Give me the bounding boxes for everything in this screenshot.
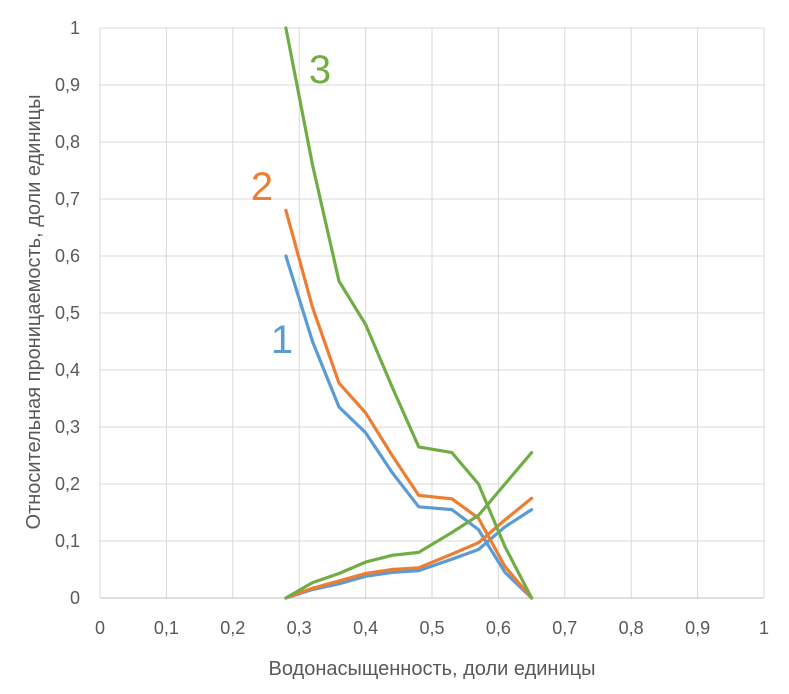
y-tick-label: 0 — [70, 588, 80, 608]
x-tick-label: 0,3 — [287, 618, 312, 638]
curve-label-1: 1 — [271, 318, 293, 362]
grid — [99, 27, 765, 599]
y-tick-label: 0,4 — [55, 360, 80, 380]
x-tick-label: 0,4 — [353, 618, 378, 638]
series-3-curve-2 — [284, 451, 534, 600]
y-axis-title: Относительная проницаемость, доли единиц… — [23, 95, 45, 530]
y-tick-label: 0,8 — [55, 132, 80, 152]
x-tick-labels: 0 0,1 0,2 0,3 0,4 0,5 0,6 0,7 0,8 0,9 1 — [95, 618, 769, 638]
curve-label-3: 3 — [309, 48, 331, 92]
y-tick-label: 0,2 — [55, 474, 80, 494]
series-1-curve-2 — [284, 508, 534, 600]
y-tick-label: 0,7 — [55, 189, 80, 209]
x-tick-label: 0,2 — [220, 618, 245, 638]
x-tick-label: 0,5 — [419, 618, 444, 638]
y-tick-label: 0,9 — [55, 75, 80, 95]
x-axis-title: Водонасыщенность, доли единицы — [269, 658, 596, 680]
y-tick-label: 0,1 — [55, 531, 80, 551]
curve-label-2: 2 — [251, 165, 273, 209]
x-tick-label: 1 — [759, 618, 769, 638]
x-tick-label: 0 — [95, 618, 105, 638]
series-2-curve-2 — [284, 496, 534, 600]
x-tick-label: 0,7 — [552, 618, 577, 638]
y-tick-label: 1 — [70, 18, 80, 38]
y-tick-label: 0,5 — [55, 303, 80, 323]
x-tick-label: 0,9 — [685, 618, 710, 638]
series-2-curve-1 — [284, 208, 534, 600]
x-tick-label: 0,1 — [154, 618, 179, 638]
y-tick-labels: 0 0,1 0,2 0,3 0,4 0,5 0,6 0,7 0,8 0,9 1 — [55, 18, 80, 608]
y-tick-label: 0,6 — [55, 246, 80, 266]
series-1-curve-1 — [284, 254, 534, 600]
series: 1 2 3 — [251, 26, 534, 600]
x-tick-label: 0,6 — [486, 618, 511, 638]
y-tick-label: 0,3 — [55, 417, 80, 437]
series-3-curve-1 — [284, 26, 534, 600]
x-tick-label: 0,8 — [619, 618, 644, 638]
